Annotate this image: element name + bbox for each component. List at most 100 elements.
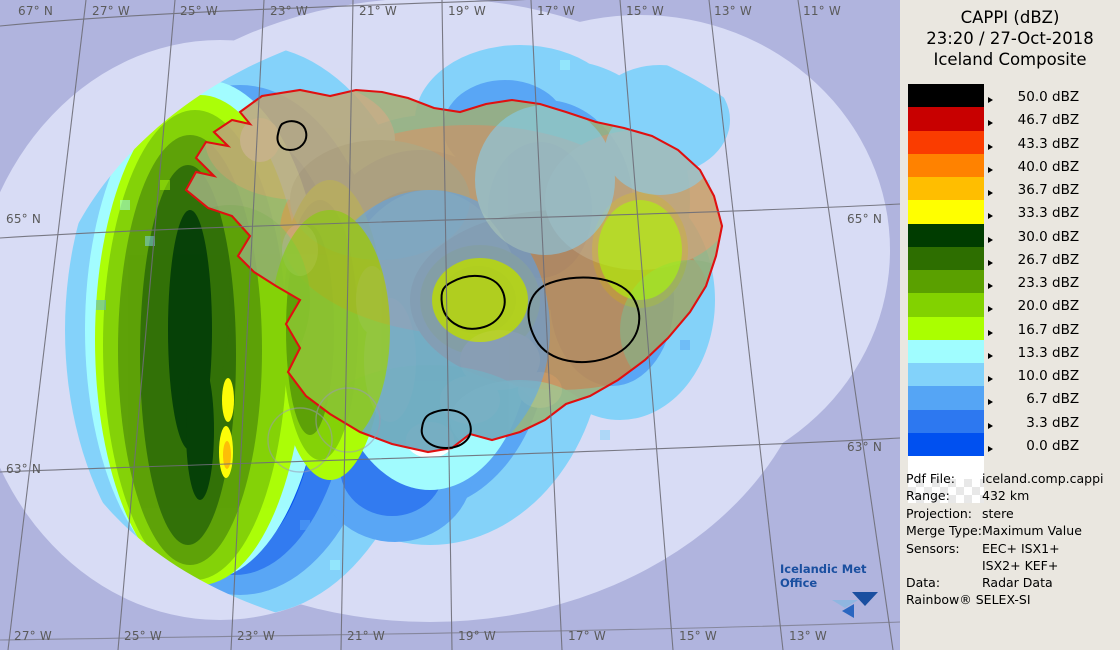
metadata-value: Maximum Value [982,523,1082,539]
graticule-label: 63° N [6,462,42,476]
graticule-label: 65° N [6,212,42,226]
graticule-label: 17° W [537,4,575,18]
vendor-footer: Rainbow® SELEX-SI [906,592,1031,607]
graticule-label: 27° W [92,4,130,18]
graticule-label: 25° W [180,4,218,18]
metadata-value: Radar Data [982,575,1053,591]
legend-tick-icon [988,399,993,406]
legend-swatch [908,246,984,270]
legend-tick-icon [988,422,993,429]
metadata-key [906,557,982,574]
graticule [0,0,900,650]
legend-tick-icon [988,166,993,173]
legend-row: 36.7 dBZ [908,177,1112,201]
legend-swatch [908,409,984,433]
legend-label: 40.0 dBZ [1017,158,1080,175]
legend-swatch [908,130,984,154]
legend-row: 3.3 dBZ [908,409,1112,433]
legend-label: 50.0 dBZ [1017,89,1080,105]
graticule-label: 23° W [237,629,275,643]
coastline [184,88,724,454]
legend-swatch [908,270,984,294]
graticule-label: 67° N [18,4,54,18]
graticule-label: 19° W [448,4,486,18]
product-timestamp: 23:20 / 27-Oct-2018 [926,29,1094,48]
logo-line1: Icelandic Met [780,562,867,576]
legend-label: 20.0 dBZ [1017,298,1080,315]
metadata-value: ISX2+ KEF+ [982,558,1059,574]
logo-arrow-icon [832,592,878,618]
graticule-label: 15° W [626,4,664,18]
metadata-row: ISX2+ KEF+ [906,557,1118,574]
metadata-list: Pdf File: iceland.comp.cappi Range: 432 km P… [906,470,1118,592]
dbz-color-legend: 50.0 dBZ 46.7 dBZ 43.3 dBZ 40.0 dBZ 36.7 dBZ… [908,84,1112,503]
legend-tick-icon [988,329,993,336]
graticule-label: 11° W [803,4,841,18]
legend-swatch [908,316,984,340]
graticule-label: 21° W [347,629,385,643]
graticule-label: 17° W [568,629,606,643]
info-panel: CAPPI (dBZ) 23:20 / 27-Oct-2018 Iceland … [900,0,1120,650]
legend-label: 26.7 dBZ [1017,251,1080,268]
legend-row: 30.0 dBZ [908,223,1112,247]
metadata-value: stere [982,505,1014,521]
legend-row: 10.0 dBZ [908,363,1112,387]
legend-swatch [908,479,984,503]
legend-tick-icon [988,283,993,289]
metadata-row: Merge Type: Maximum Value [906,522,1118,539]
graticule-label: 65° N [846,212,882,226]
legend-tick-icon [988,306,993,313]
legend-label: 0.0 dBZ [1026,437,1080,454]
legend-row [908,479,1112,503]
metadata-value: EEC+ ISX1+ [982,540,1060,556]
metadata-row: Sensors: EEC+ ISX1+ [906,540,1118,557]
legend-tick-icon [988,97,993,103]
legend-swatch [908,223,984,247]
legend-label: 23.3 dBZ [1017,275,1080,291]
legend-tick-icon [988,445,993,452]
legend-row: 43.3 dBZ [908,130,1112,154]
icelandic-met-office-logo[interactable]: Icelandic Met Office [780,560,890,622]
legend-swatch [908,107,984,131]
legend-tick-icon [988,236,993,243]
legend-row: 0.0 dBZ [908,432,1112,456]
radar-map[interactable]: 67° N 27° W 25° W 23° W 21° W 19° W 17° W 15° W… [0,0,900,650]
legend-tick-icon [988,376,993,382]
legend-swatch [908,84,984,108]
legend-label: 16.7 dBZ [1017,321,1080,338]
metadata-value: iceland.comp.cappi [982,471,1104,486]
legend-label: 10.0 dBZ [1017,368,1080,384]
legend-label: 43.3 dBZ [1017,135,1080,152]
legend-label: 6.7 dBZ [1026,391,1080,408]
legend-row: 6.7 dBZ [908,386,1112,410]
metadata-row: Pdf File: iceland.comp.cappi [906,470,1118,487]
metadata-key: Data: [906,575,941,591]
legend-swatch [908,456,984,480]
metadata-key: Projection: [906,505,973,521]
glacier-outlines [276,120,641,450]
graticule-label: 13° W [789,629,827,643]
legend-tick-icon [988,213,993,220]
metadata-row: Range: 432 km [906,487,1118,504]
legend-tick-icon [988,143,993,150]
metadata-key: Range: [906,488,950,504]
legend-row: 20.0 dBZ [908,293,1112,317]
product-name: Iceland Composite [933,50,1087,69]
metadata-row: Projection: stere [906,505,1118,522]
legend-row: 46.7 dBZ [908,107,1112,131]
legend-swatch [908,432,984,456]
graticule-label: 25° W [124,629,162,643]
legend-swatch [908,339,984,363]
metadata-key: Sensors: [906,540,960,556]
legend-row: 23.3 dBZ [908,270,1112,294]
legend-row: 13.3 dBZ [908,339,1112,363]
legend-tick-icon [988,190,993,196]
graticule-label: 23° W [270,4,308,18]
metadata-value: 432 km [982,488,1030,504]
radar-map-canvas [0,0,900,650]
legend-label: 13.3 dBZ [1017,344,1080,361]
radar-range-rings [267,387,381,473]
legend-label: 36.7 dBZ [1017,182,1080,198]
product-title: CAPPI (dBZ) [960,8,1060,27]
